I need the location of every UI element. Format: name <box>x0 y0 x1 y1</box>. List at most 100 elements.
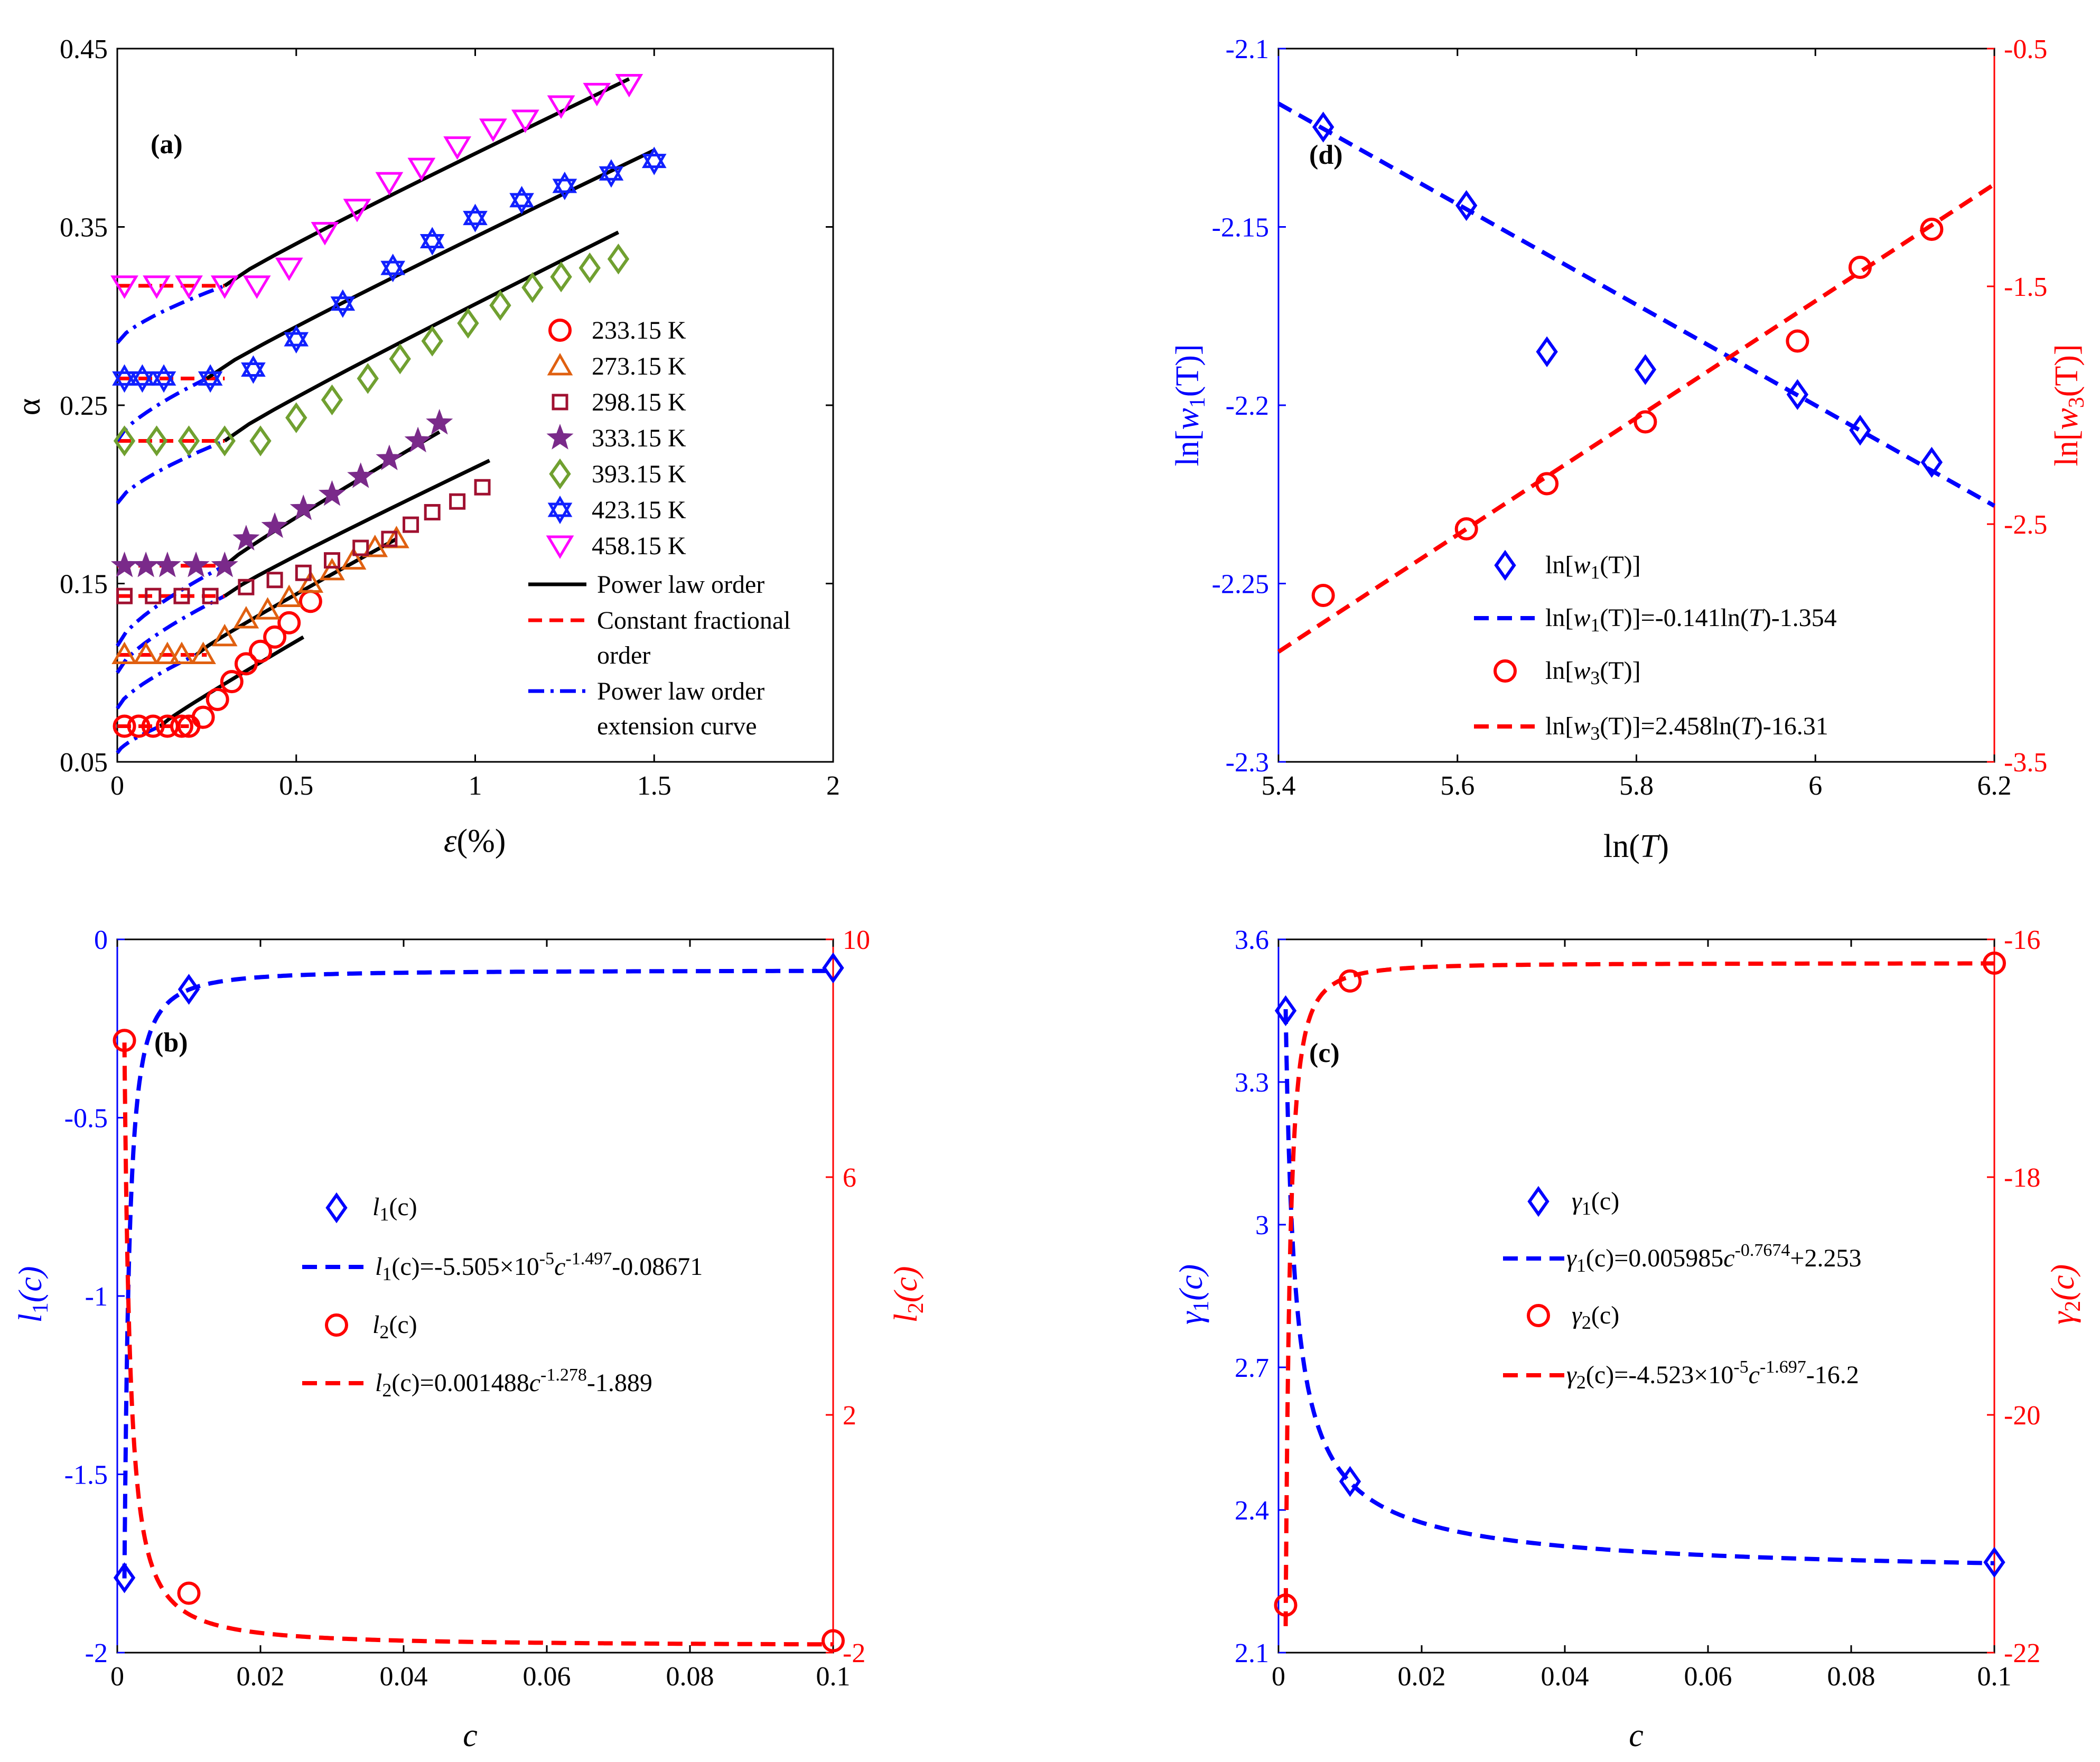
data-point <box>249 639 272 663</box>
legend-label: 233.15 K <box>592 316 686 344</box>
panel-c-frame <box>1277 938 1995 1654</box>
y-left-axis-tick-label: -2.1 <box>1226 34 1269 64</box>
data-point <box>552 171 577 200</box>
data-point <box>521 272 544 303</box>
x-axis-tick-label: 0.5 <box>279 771 313 801</box>
data-point <box>421 325 443 357</box>
legend-marker <box>547 495 573 525</box>
x-axis-tick-label: 1.5 <box>637 771 671 801</box>
y-axis-tick-label: 0.15 <box>60 570 108 600</box>
data-point <box>202 588 219 604</box>
data-point <box>457 307 479 339</box>
legend-label: Power law order <box>597 571 764 599</box>
legend-label: γ2(c)=-4.523×10-5c-1.697-16.2 <box>1566 1357 1859 1393</box>
y-axis-tick-label: 0.45 <box>60 34 108 64</box>
data-point <box>550 261 572 293</box>
y-left-axis-tick-label: 3 <box>1255 1210 1269 1241</box>
data-point <box>352 539 369 556</box>
y-left-axis-tick-label: -2.2 <box>1226 391 1269 421</box>
fit-w1-line <box>1277 101 1995 508</box>
power-law-line <box>223 230 620 443</box>
data-point <box>175 275 203 299</box>
panel-a-label: (a) <box>151 129 183 160</box>
y-left-axis-tick-label: 0 <box>94 925 108 955</box>
data-point <box>211 551 238 577</box>
data-point <box>403 516 419 533</box>
y-right-axis-tick-label: -20 <box>2004 1401 2040 1431</box>
y-left-axis-tick-label: -2 <box>85 1638 108 1668</box>
g2-point <box>1983 952 2006 975</box>
panel-b-xlabel: c <box>463 1718 478 1754</box>
data-point <box>151 364 176 393</box>
legend-label: ln[w3(T)] <box>1545 657 1641 688</box>
legend-label: extension curve <box>597 712 757 740</box>
legend-marker <box>1494 549 1516 581</box>
y-axis-tick-label: 0.25 <box>60 391 108 421</box>
fit-g2-curve <box>1283 961 1994 1626</box>
data-point <box>347 462 375 488</box>
data-point <box>357 363 379 394</box>
x-axis-tick-label: 0 <box>1272 1662 1285 1692</box>
data-point <box>113 714 136 738</box>
data-point <box>426 408 453 435</box>
panel-b-label: (b) <box>154 1028 188 1058</box>
y-axis-tick-label: 0.35 <box>60 213 108 243</box>
panel-d-label: (d) <box>1309 140 1343 170</box>
y-left-axis-tick-label: 2.4 <box>1235 1496 1269 1526</box>
x-axis-tick-label: 0.02 <box>1398 1662 1446 1692</box>
data-point <box>211 623 238 647</box>
w1-point <box>1786 379 1809 410</box>
data-point <box>110 551 138 577</box>
data-point <box>263 625 287 649</box>
panel-a-legend: 233.15 K 273.15 K 298.15 K 333.15 K 393.15 K… <box>528 316 791 740</box>
data-point <box>297 570 324 593</box>
data-point <box>190 641 216 664</box>
data-point <box>443 136 472 160</box>
legend-label: 393.15 K <box>592 460 686 488</box>
y-right-axis-tick-label: -2.5 <box>2004 510 2047 540</box>
data-point <box>381 530 398 547</box>
x-axis-tick-label: 0 <box>110 771 124 801</box>
legend-label: ln[w1(T)]=-0.141ln(T)-1.354 <box>1545 604 1837 636</box>
legend-marker <box>325 1192 348 1224</box>
w3-point <box>1920 218 1944 241</box>
panel-c-ylabel-left: γ1(c) <box>1173 1264 1214 1325</box>
legend-marker <box>549 458 571 490</box>
legend-marker <box>552 394 568 411</box>
data-point <box>275 257 303 282</box>
panel-c-ylabel-right: γ2(c) <box>2045 1264 2085 1325</box>
fit-g1-curve <box>1283 1009 1995 1565</box>
x-axis-tick-label: 2 <box>826 771 840 801</box>
l2-point <box>113 1029 136 1052</box>
x-axis-tick-label: 0.08 <box>666 1662 714 1692</box>
data-point <box>641 146 667 175</box>
panel-d-ylabel-right: ln[w3(T)] <box>2049 344 2089 466</box>
power-law-line <box>159 635 305 728</box>
x-axis-tick-label: 5.4 <box>1262 771 1296 801</box>
data-point <box>110 275 138 299</box>
data-point <box>509 185 534 215</box>
w1-point <box>1312 111 1334 143</box>
data-point <box>266 572 283 589</box>
y-left-axis-tick-label: -2.15 <box>1212 213 1269 243</box>
data-point <box>145 425 168 456</box>
data-point <box>284 325 309 354</box>
data-point <box>583 82 611 107</box>
data-point <box>376 444 403 471</box>
x-axis-tick-label: 0.06 <box>523 1662 571 1692</box>
y-left-axis-tick-label: 2.7 <box>1235 1353 1269 1383</box>
legend-label: 458.15 K <box>592 532 686 560</box>
panel-d: 5.4 5.6 5.8 6 6.2 -2.1 -2.15 -2.2 -2.25 -2.3 -0.5 -… <box>1170 34 2089 864</box>
data-point <box>210 275 239 299</box>
data-point <box>238 579 255 595</box>
data-point <box>206 687 229 711</box>
data-point <box>511 109 539 133</box>
panel-d-xlabel: ln(T) <box>1603 828 1669 864</box>
data-point <box>419 227 445 256</box>
data-point <box>298 590 322 613</box>
power-law-line <box>223 459 491 598</box>
y-right-axis-tick-label: -2 <box>843 1638 865 1668</box>
legend-label: l2(c) <box>372 1311 417 1343</box>
data-point <box>133 641 159 664</box>
